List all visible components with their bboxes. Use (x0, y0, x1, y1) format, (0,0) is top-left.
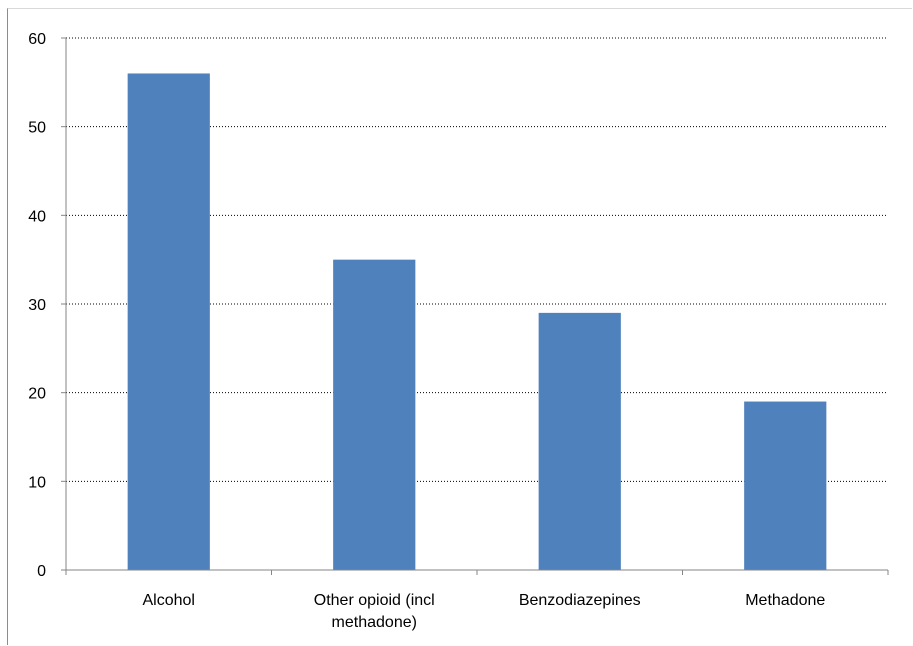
y-tick-label: 20 (28, 386, 46, 403)
bar-alcohol (127, 73, 210, 570)
x-tick-label: Other opioid (incl methadone) (314, 592, 435, 631)
x-tick-label-line: methadone) (332, 614, 417, 631)
x-tick-label-line: Benzodiazepines (519, 592, 641, 609)
x-tick-label-line: Methadone (745, 592, 825, 609)
bar-other-opioid-incl-methadone (333, 259, 416, 570)
y-tick-label: 40 (28, 208, 46, 225)
axes (61, 37, 889, 575)
x-tick-label-line: Alcohol (143, 592, 195, 609)
y-tick-label: 60 (28, 31, 46, 48)
bars (127, 73, 827, 570)
y-tick-label: 50 (28, 120, 46, 137)
x-tick-label: Alcohol (143, 592, 195, 609)
x-tick-label-line: Other opioid (incl (314, 592, 435, 609)
x-tick-label: Benzodiazepines (519, 592, 641, 609)
tick-labels: 0 10 20 30 40 50 60 Alcohol Other opioid (incl me… (28, 31, 825, 631)
x-tick-label: Methadone (745, 592, 825, 609)
bar-benzodiazepines (538, 312, 621, 570)
bar-methadone (744, 401, 827, 570)
y-tick-label: 0 (37, 563, 46, 580)
y-tick-label: 30 (28, 297, 46, 314)
y-tick-label: 10 (28, 474, 46, 491)
